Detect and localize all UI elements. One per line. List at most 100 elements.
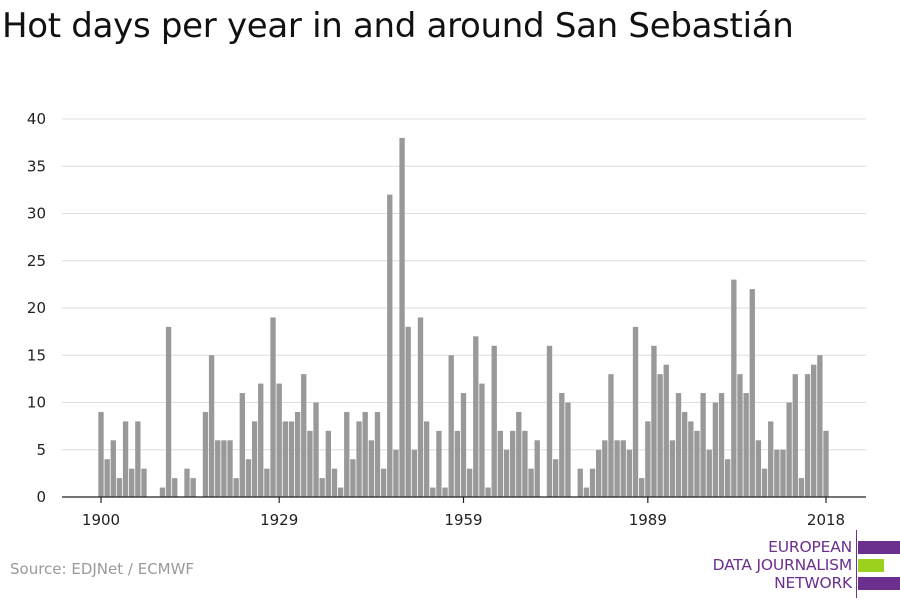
bar-1961 bbox=[473, 336, 479, 497]
bar-1934 bbox=[307, 430, 313, 497]
logo-bar-green bbox=[858, 559, 884, 572]
logo-bar-purple-top bbox=[858, 541, 900, 554]
bar-1941 bbox=[350, 459, 356, 497]
bar-1923 bbox=[239, 393, 245, 497]
bar-1914 bbox=[184, 468, 190, 497]
bar-1926 bbox=[258, 383, 264, 497]
bar-2012 bbox=[786, 402, 792, 497]
y-tick-label: 20 bbox=[27, 299, 46, 317]
x-tick-label: 2018 bbox=[807, 511, 845, 529]
bar-1915 bbox=[190, 478, 196, 497]
bar-2000 bbox=[712, 402, 719, 497]
bar-1953 bbox=[423, 421, 430, 497]
bar-1903 bbox=[116, 478, 123, 497]
bar-1949 bbox=[399, 137, 405, 497]
bar-1981 bbox=[596, 449, 602, 497]
logo-line-european: EUROPEAN bbox=[768, 538, 852, 556]
bar-1989 bbox=[645, 421, 651, 497]
bar-1938 bbox=[331, 468, 338, 497]
logo-line-data-journalism: DATA JOURNALISM bbox=[712, 556, 853, 574]
bar-2009 bbox=[768, 421, 774, 497]
bar-2007 bbox=[755, 440, 762, 497]
bar-1948 bbox=[393, 449, 399, 497]
bar-1925 bbox=[251, 421, 258, 497]
source-note: Source: EDJNet / ECMWF bbox=[10, 560, 195, 578]
y-tick-label: 5 bbox=[36, 441, 46, 459]
bar-1935 bbox=[313, 402, 319, 497]
bar-1951 bbox=[411, 449, 418, 497]
bar-1921 bbox=[227, 440, 233, 497]
bar-2003 bbox=[731, 279, 737, 497]
logo-divider bbox=[856, 530, 857, 598]
y-tick-label: 0 bbox=[36, 488, 46, 506]
bar-2017 bbox=[817, 355, 823, 497]
y-tick-label: 15 bbox=[27, 346, 46, 364]
bar-1963 bbox=[485, 487, 491, 497]
bar-2002 bbox=[725, 459, 731, 497]
bar-1983 bbox=[608, 374, 614, 497]
bar-1912 bbox=[172, 478, 178, 497]
bar-2016 bbox=[811, 364, 817, 497]
edjnet-logo: EUROPEAN DATA JOURNALISM NETWORK bbox=[700, 528, 900, 600]
y-tick-label: 35 bbox=[27, 157, 46, 175]
bar-1904 bbox=[122, 421, 129, 497]
bar-1994 bbox=[675, 393, 682, 497]
bar-1943 bbox=[362, 411, 368, 497]
bar-1973 bbox=[546, 345, 553, 497]
bar-1957 bbox=[448, 355, 454, 497]
bar-1992 bbox=[663, 364, 669, 497]
bar-1991 bbox=[657, 374, 663, 497]
y-tick-label: 25 bbox=[27, 252, 46, 270]
bar-1945 bbox=[374, 411, 381, 497]
bar-1969 bbox=[522, 430, 528, 497]
bar-1968 bbox=[516, 411, 522, 497]
bar-2011 bbox=[780, 449, 786, 497]
bar-1906 bbox=[135, 421, 141, 497]
y-tick-label: 40 bbox=[27, 110, 46, 128]
bar-2005 bbox=[743, 393, 749, 497]
bar-1907 bbox=[141, 468, 147, 497]
bar-2015 bbox=[804, 374, 811, 497]
logo-line-network: NETWORK bbox=[774, 574, 852, 592]
bar-1985 bbox=[620, 440, 626, 497]
bar-1990 bbox=[651, 345, 657, 497]
bar-1924 bbox=[245, 459, 252, 497]
bar-1944 bbox=[368, 440, 375, 497]
bar-1942 bbox=[356, 421, 362, 497]
bar-1966 bbox=[503, 449, 510, 497]
bar-1955 bbox=[436, 430, 442, 497]
bar-2001 bbox=[718, 393, 725, 497]
x-tick-label: 1959 bbox=[444, 511, 482, 529]
bar-1960 bbox=[466, 468, 473, 497]
bar-1911 bbox=[165, 326, 172, 497]
bar-1984 bbox=[614, 440, 620, 497]
bar-1995 bbox=[682, 411, 688, 497]
y-tick-label: 10 bbox=[27, 394, 46, 412]
bar-1998 bbox=[700, 393, 706, 497]
bar-2013 bbox=[792, 374, 798, 497]
bar-1928 bbox=[270, 317, 276, 497]
bar-1954 bbox=[430, 487, 436, 497]
bar-1996 bbox=[688, 421, 694, 497]
bar-1933 bbox=[301, 374, 307, 497]
x-tick-label: 1900 bbox=[82, 511, 120, 529]
bar-2006 bbox=[749, 289, 755, 497]
bar-1910 bbox=[159, 487, 166, 497]
bar-1939 bbox=[337, 487, 344, 497]
bar-1919 bbox=[215, 440, 221, 497]
bar-1930 bbox=[282, 421, 288, 497]
bar-1987 bbox=[632, 326, 639, 497]
bar-1997 bbox=[694, 430, 700, 497]
bars bbox=[98, 137, 829, 497]
bar-1901 bbox=[104, 459, 110, 497]
bar-1946 bbox=[380, 468, 387, 497]
bar-1958 bbox=[454, 430, 461, 497]
bar-1962 bbox=[479, 383, 485, 497]
bar-1978 bbox=[577, 468, 583, 497]
bar-1965 bbox=[497, 430, 504, 497]
bar-1927 bbox=[264, 468, 270, 497]
bar-1917 bbox=[202, 411, 209, 497]
bar-1905 bbox=[129, 468, 135, 497]
bar-1940 bbox=[344, 411, 350, 497]
